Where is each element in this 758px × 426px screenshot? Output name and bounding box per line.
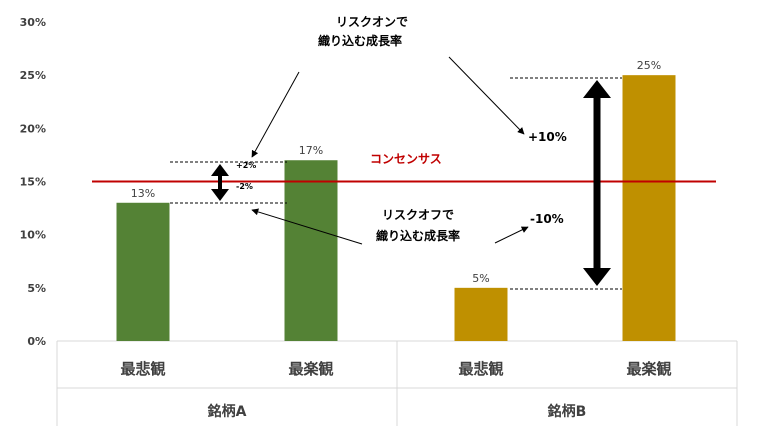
bars: 13% 17% 5% 25% (116, 59, 676, 342)
range-arrow-b (583, 80, 611, 286)
pointer-risk-off-b (494, 226, 529, 244)
dashed-guides (170, 77, 622, 290)
data-label: 17% (299, 144, 323, 157)
y-tick-label: 25% (20, 69, 46, 82)
category-label: 最楽観 (626, 360, 671, 378)
a-up-label: +2% (236, 161, 256, 170)
range-arrow-a (211, 164, 229, 201)
group-label: 銘柄B (548, 403, 587, 420)
category-axis (56, 340, 738, 426)
a-down-label: -2% (236, 182, 253, 191)
b-up-label: +10% (528, 130, 567, 144)
y-tick-label: 30% (20, 16, 46, 29)
category-label: 最悲観 (120, 360, 165, 378)
risk-off-line2: 織り込む成長率 (376, 228, 460, 243)
bar (284, 160, 338, 341)
group-label: 銘柄A (208, 403, 247, 420)
y-tick-label: 15% (20, 176, 46, 189)
bar (454, 287, 508, 341)
y-axis: 0% 5% 10% 15% 20% 25% 30% (20, 16, 46, 348)
b-down-label: -10% (530, 212, 564, 226)
consensus-label: コンセンサス (370, 152, 442, 166)
y-tick-label: 5% (27, 282, 46, 295)
y-tick-label: 20% (20, 122, 46, 135)
category-label: 最楽観 (288, 360, 333, 378)
bar (622, 75, 676, 342)
pointer-risk-on-b (448, 56, 525, 135)
risk-on-line2: 織り込む成長率 (318, 33, 402, 48)
data-label: 13% (131, 187, 155, 200)
y-tick-label: 10% (20, 229, 46, 242)
y-tick-label: 0% (27, 335, 46, 348)
pointer-risk-off-a (251, 208, 363, 245)
category-label: 最悲観 (458, 360, 503, 378)
data-label: 5% (472, 272, 489, 285)
pointer-risk-on-a (251, 71, 300, 158)
risk-off-line1: リスクオフで (382, 208, 454, 222)
risk-on-line1: リスクオンで (336, 15, 408, 29)
bar (116, 202, 170, 341)
data-label: 25% (637, 59, 661, 72)
pointer-arrows (251, 56, 529, 245)
